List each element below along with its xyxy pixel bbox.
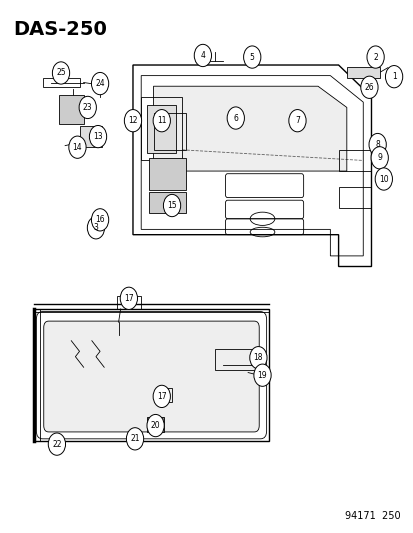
Circle shape [163, 195, 180, 216]
Circle shape [87, 216, 104, 239]
Circle shape [79, 96, 96, 118]
Bar [346, 67, 379, 78]
Text: 16: 16 [95, 215, 104, 224]
Circle shape [120, 287, 137, 310]
Circle shape [126, 427, 143, 450]
Text: 10: 10 [378, 174, 388, 183]
Circle shape [288, 110, 305, 132]
Text: 9: 9 [376, 154, 381, 163]
Circle shape [52, 62, 69, 84]
Text: 1: 1 [391, 72, 396, 81]
Bar [149, 192, 186, 214]
Circle shape [243, 46, 260, 68]
Text: 18: 18 [253, 353, 263, 362]
Bar [215, 349, 256, 370]
Text: 19: 19 [257, 370, 267, 379]
Bar [59, 95, 83, 124]
Circle shape [89, 125, 107, 148]
Text: 17: 17 [157, 392, 166, 401]
Circle shape [194, 44, 211, 67]
Text: 5: 5 [249, 53, 254, 62]
Circle shape [374, 168, 392, 190]
Circle shape [153, 110, 170, 132]
Text: DAS-250: DAS-250 [14, 20, 107, 39]
Text: 21: 21 [130, 434, 140, 443]
Text: 22: 22 [52, 440, 62, 449]
Circle shape [147, 415, 164, 437]
Bar [116, 296, 141, 309]
Polygon shape [153, 86, 346, 171]
Circle shape [368, 133, 385, 156]
Circle shape [366, 46, 383, 68]
Circle shape [48, 433, 65, 455]
Text: 25: 25 [56, 68, 66, 77]
Text: 23: 23 [83, 103, 93, 112]
Bar [141, 97, 182, 160]
Text: 11: 11 [157, 116, 166, 125]
Bar [147, 105, 176, 152]
Text: 17: 17 [124, 294, 133, 303]
Text: 7: 7 [294, 116, 299, 125]
Circle shape [91, 72, 109, 95]
Bar [147, 417, 164, 432]
Text: 15: 15 [167, 201, 176, 210]
Circle shape [153, 385, 170, 408]
Bar [153, 113, 186, 150]
Text: 8: 8 [374, 140, 379, 149]
Text: 26: 26 [364, 83, 373, 92]
Circle shape [249, 346, 266, 369]
Text: 20: 20 [150, 421, 160, 430]
Text: 14: 14 [72, 143, 82, 152]
Text: 3: 3 [93, 223, 98, 232]
Bar [79, 126, 102, 147]
Circle shape [69, 136, 86, 158]
Bar [155, 389, 172, 402]
Text: 12: 12 [128, 116, 138, 125]
Bar [149, 158, 186, 190]
Circle shape [253, 364, 271, 386]
Circle shape [360, 76, 377, 99]
Text: 6: 6 [233, 114, 237, 123]
Text: 13: 13 [93, 132, 102, 141]
Circle shape [370, 147, 387, 169]
Text: 4: 4 [200, 51, 205, 60]
Circle shape [227, 107, 244, 129]
Text: 2: 2 [373, 53, 377, 62]
Text: 94171  250: 94171 250 [344, 511, 399, 521]
Circle shape [124, 110, 141, 132]
FancyBboxPatch shape [44, 321, 259, 432]
Circle shape [91, 209, 109, 231]
Circle shape [385, 66, 402, 88]
Text: 24: 24 [95, 79, 104, 88]
